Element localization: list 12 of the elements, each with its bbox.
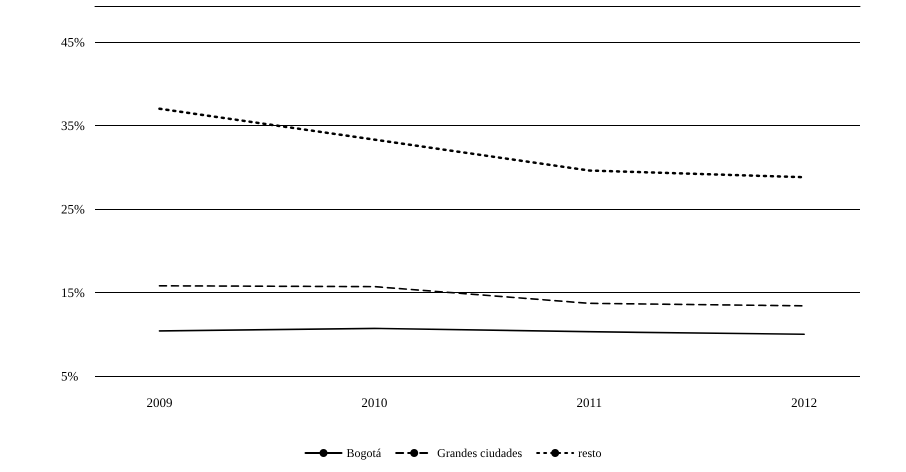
- y-tick-label: 25%: [61, 201, 85, 216]
- y-tick-label: 15%: [61, 284, 85, 300]
- legend-label: Grandes ciudades: [437, 446, 522, 460]
- x-tick-label: 2010: [361, 395, 388, 410]
- x-tick-label: 2011: [576, 395, 602, 410]
- legend-label: Bogotá: [346, 446, 382, 460]
- x-tick-label: 2012: [791, 395, 818, 410]
- y-tick-label: 45%: [61, 34, 85, 50]
- y-tick-label: 5%: [61, 368, 78, 384]
- legend-label: resto: [578, 446, 602, 460]
- x-tick-label: 2009: [146, 395, 172, 410]
- y-tick-label: 35%: [61, 118, 85, 133]
